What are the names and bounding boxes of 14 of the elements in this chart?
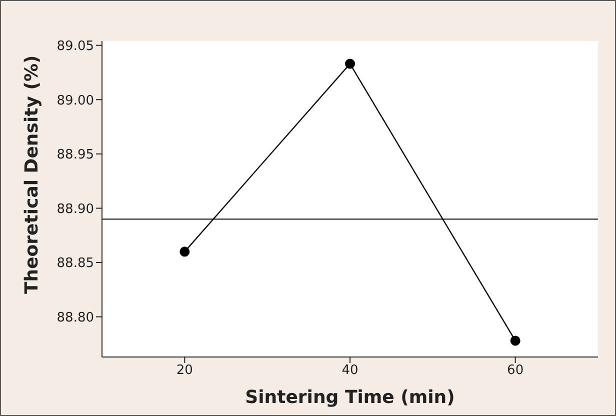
x-tick-label: 60 <box>507 363 524 378</box>
y-tick-label: 89.00 <box>56 93 94 108</box>
x-tick-label: 40 <box>342 363 358 378</box>
y-tick-label: 88.95 <box>56 148 94 163</box>
y-tick-label: 88.85 <box>56 256 94 272</box>
x-tick-label: 20 <box>176 363 193 378</box>
point <box>510 336 520 346</box>
y-tick-label: 88.80 <box>56 310 94 326</box>
y-axis-title: Theoretical Density (%) <box>21 55 42 294</box>
point <box>180 246 190 257</box>
x-axis-title: Sintering Time (min) <box>245 387 455 408</box>
point <box>345 58 355 69</box>
y-tick-label: 88.90 <box>56 202 94 217</box>
y-tick-label: 89.05 <box>56 38 94 54</box>
